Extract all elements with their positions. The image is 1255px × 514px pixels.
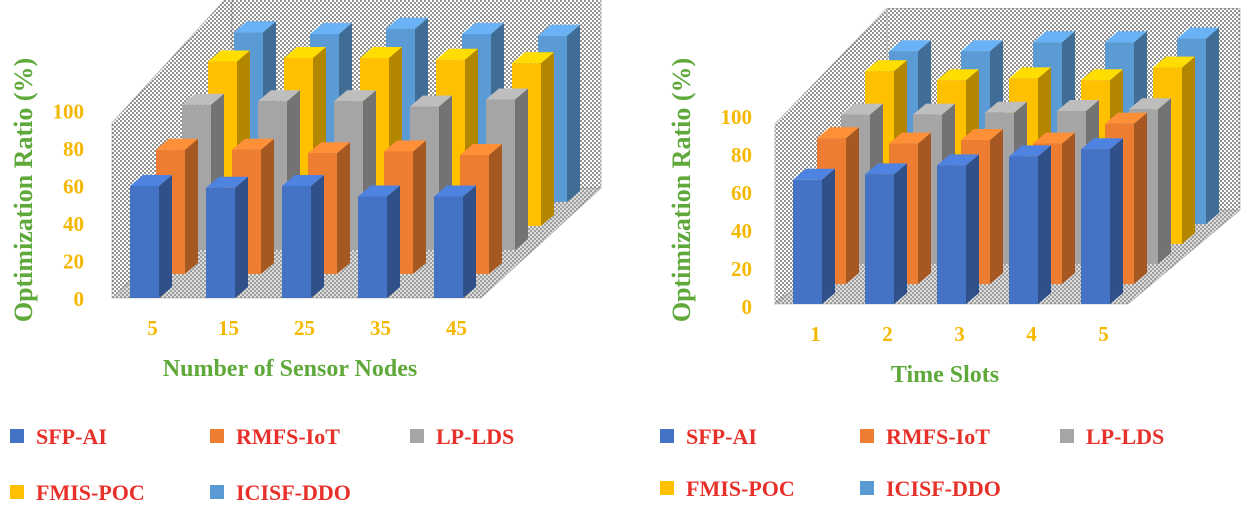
legend: SFP-AI RMFS-IoT LP-LDS FMIS-POC ICISF-DDO [10,424,514,505]
legend-swatch [210,429,224,443]
legend-label: LP-LDS [1086,424,1164,449]
y-tick-label: 60 [731,181,752,205]
legend-swatch [860,481,874,495]
y-tick-label: 80 [63,137,84,161]
y-tick-label: 20 [63,250,84,274]
bar-sfp-ai-5 [1081,138,1123,304]
x-tick-label: 45 [446,316,467,340]
y-axis-label: Optimization Ratio (%) [667,58,696,322]
bar-sfp-ai-3 [937,154,979,304]
legend-item-fmis-poc: FMIS-POC [660,476,795,501]
legend-label: ICISF-DDO [236,480,351,505]
legend-label: RMFS-IoT [236,424,340,449]
legend-swatch [860,429,874,443]
chart-time-slots: 0 20 40 60 80 100 1 2 3 4 5 Optimization Ratio (%… [660,7,1241,501]
bar-sfp-ai-15 [206,176,248,298]
legend-item-fmis-poc: FMIS-POC [10,480,145,505]
x-tick-label: 35 [370,316,391,340]
bar-sfp-ai-4 [1009,145,1051,304]
legend-swatch [10,429,24,443]
legend-item-icisf-ddo: ICISF-DDO [860,476,1001,501]
legend-item-rmfs-iot: RMFS-IoT [210,424,340,449]
y-tick-label: 60 [63,175,84,199]
y-tick-label: 40 [63,212,84,236]
legend-swatch [210,485,224,499]
legend-item-sfp-ai: SFP-AI [10,424,107,449]
y-axis-label: Optimization Ratio (%) [9,58,38,322]
legend-label: FMIS-POC [36,480,145,505]
legend-label: LP-LDS [436,424,514,449]
legend-label: SFP-AI [686,424,757,449]
legend-item-lp-lds: LP-LDS [1060,424,1164,449]
bar-rmfs-iot-1 [817,127,859,284]
legend-swatch [410,429,424,443]
y-tick-label: 100 [53,100,85,124]
y-tick-label: 20 [731,257,752,281]
x-tick-label: 15 [218,316,239,340]
x-tick-label: 4 [1026,322,1037,346]
bar-sfp-ai-2 [865,163,907,304]
y-tick-label: 100 [721,105,753,129]
legend-swatch [660,429,674,443]
legend-swatch [10,485,24,499]
legend-item-rmfs-iot: RMFS-IoT [860,424,990,449]
chart-sensor-nodes: 0 20 40 60 80 100 5 15 25 35 45 Optimization Rati… [9,0,602,505]
x-axis-label: Number of Sensor Nodes [163,356,417,382]
legend: SFP-AI RMFS-IoT LP-LDS FMIS-POC ICISF-DDO [660,424,1164,501]
x-tick-label: 3 [954,322,965,346]
bar-sfp-ai-45 [434,185,476,298]
x-tick-label: 1 [810,322,821,346]
legend-swatch [660,481,674,495]
legend-item-icisf-ddo: ICISF-DDO [210,480,351,505]
bar-sfp-ai-35 [358,185,400,298]
bar-sfp-ai-25 [282,175,324,298]
y-tick-label: 0 [742,295,753,319]
bar-sfp-ai-1 [793,168,835,304]
x-tick-label: 5 [147,316,158,340]
x-tick-label: 5 [1098,322,1109,346]
x-tick-label: 25 [294,316,315,340]
legend-label: SFP-AI [36,424,107,449]
y-tick-label: 0 [74,287,85,311]
legend-label: FMIS-POC [686,476,795,501]
x-tick-label: 2 [882,322,893,346]
legend-label: RMFS-IoT [886,424,990,449]
legend-item-sfp-ai: SFP-AI [660,424,757,449]
y-tick-label: 80 [731,143,752,167]
x-axis-label: Time Slots [891,362,999,388]
y-tick-label: 40 [731,219,752,243]
legend-item-lp-lds: LP-LDS [410,424,514,449]
legend-swatch [1060,429,1074,443]
legend-label: ICISF-DDO [886,476,1001,501]
bar-sfp-ai-5 [130,175,172,298]
